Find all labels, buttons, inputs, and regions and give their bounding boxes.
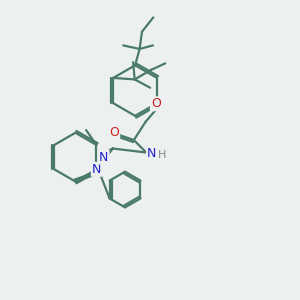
Text: H: H	[158, 151, 166, 160]
Text: O: O	[151, 97, 161, 110]
Text: N: N	[92, 163, 101, 176]
Text: N: N	[147, 147, 156, 160]
Text: O: O	[109, 126, 119, 139]
Text: N: N	[99, 151, 109, 164]
